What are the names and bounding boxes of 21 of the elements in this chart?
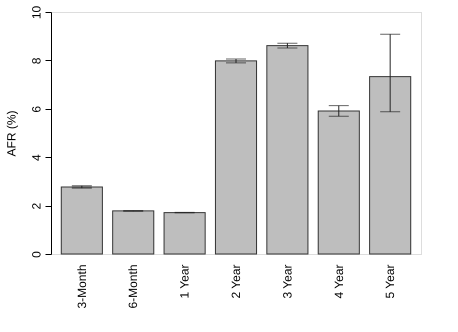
bar — [60, 186, 103, 254]
bar — [214, 60, 258, 254]
x-tick-label: 4 Year — [332, 264, 346, 299]
y-tick-label: 10 — [30, 6, 44, 20]
bar — [112, 210, 154, 254]
y-tick-label: 4 — [30, 154, 44, 162]
bar — [266, 45, 308, 254]
x-tick-label: 1 Year — [178, 264, 192, 299]
y-tick-label: 6 — [30, 106, 44, 113]
x-tick-label: 3 Year — [280, 264, 294, 299]
x-tick-label: 2 Year — [229, 264, 243, 299]
y-tick-label: 8 — [30, 57, 44, 64]
bar — [164, 212, 206, 254]
x-tick-label: 5 Year — [383, 264, 398, 299]
bar — [318, 110, 360, 254]
y-axis-title: AFR (%) — [4, 110, 18, 156]
x-tick-label: 6-Month — [126, 264, 140, 309]
y-tick-label: 2 — [30, 202, 44, 210]
bar — [369, 76, 412, 254]
y-tick-label: 0 — [30, 250, 44, 258]
x-tick-label: 3-Month — [74, 264, 89, 309]
